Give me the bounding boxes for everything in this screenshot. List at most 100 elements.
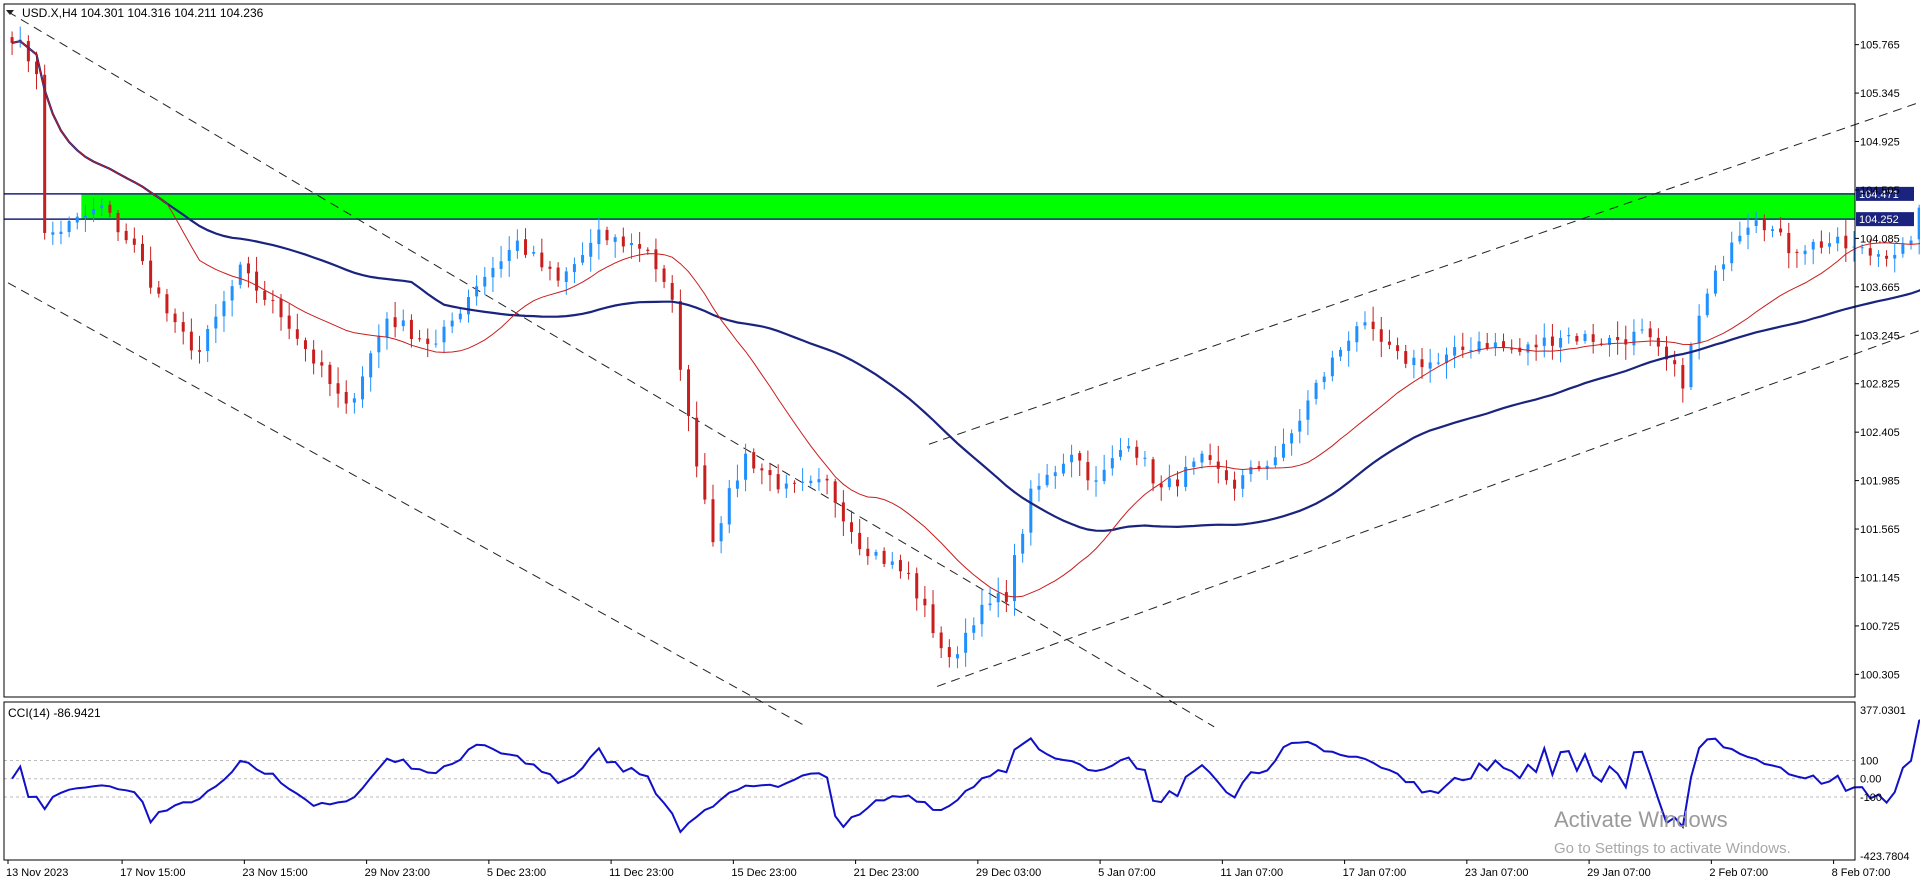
- candle: [1477, 331, 1481, 355]
- ma-fast-line[interactable]: [11, 40, 1920, 598]
- candle: [931, 590, 935, 638]
- y-tick-label: 104.925: [1860, 137, 1900, 149]
- candle: [1510, 339, 1514, 354]
- candle: [140, 235, 144, 265]
- candle: [1306, 390, 1310, 436]
- candle: [458, 307, 462, 323]
- candle: [825, 474, 829, 495]
- candle: [1836, 227, 1840, 252]
- candle: [1061, 453, 1065, 477]
- y-tick-label: 102.405: [1860, 427, 1900, 439]
- y-tick-label: 100.725: [1860, 621, 1900, 633]
- candle: [988, 588, 992, 611]
- candle: [1518, 338, 1522, 356]
- candle: [67, 216, 71, 238]
- candle: [1094, 466, 1098, 497]
- candle: [328, 361, 332, 397]
- resistance-zone[interactable]: [81, 193, 1856, 220]
- candle: [499, 245, 503, 278]
- candle: [100, 198, 104, 217]
- trend-line-3[interactable]: [928, 0, 1920, 445]
- candle: [923, 586, 927, 618]
- candle: [695, 401, 699, 478]
- candle: [1485, 332, 1489, 351]
- candle: [678, 289, 682, 381]
- candle: [1143, 451, 1147, 467]
- candle: [1110, 445, 1114, 476]
- candle: [890, 552, 894, 569]
- candle: [1583, 330, 1587, 344]
- candle: [1070, 444, 1074, 478]
- candle: [466, 289, 470, 323]
- candle: [43, 64, 47, 240]
- candle: [638, 231, 642, 262]
- candle: [1290, 429, 1294, 456]
- candle: [907, 561, 911, 580]
- price-level-tag-0: [1856, 186, 1914, 201]
- candle: [752, 448, 756, 474]
- candle: [1404, 344, 1408, 369]
- candle: [581, 242, 585, 266]
- candle: [1420, 348, 1424, 379]
- price-level-tag-1: [1856, 212, 1914, 227]
- candle: [850, 510, 854, 544]
- candle: [393, 301, 397, 338]
- candle: [572, 257, 576, 284]
- cci-tick-label: -423.7804: [1860, 851, 1910, 863]
- candle: [1453, 335, 1457, 369]
- candle: [1159, 475, 1163, 501]
- candle: [1811, 239, 1815, 265]
- candle: [858, 518, 862, 556]
- candle: [214, 304, 218, 344]
- candle: [1779, 217, 1783, 236]
- candle: [939, 626, 943, 659]
- candle: [1241, 468, 1245, 498]
- cci-line[interactable]: [11, 716, 1920, 834]
- cci-pane[interactable]: [4, 716, 1920, 834]
- candle: [26, 35, 30, 73]
- candle: [629, 233, 633, 259]
- candle: [1550, 323, 1554, 360]
- candle: [1526, 341, 1530, 366]
- candle: [1795, 249, 1799, 268]
- candle: [1118, 438, 1122, 461]
- candle: [915, 567, 919, 611]
- candle: [1428, 348, 1432, 383]
- candle: [1314, 379, 1318, 405]
- candle: [1819, 230, 1823, 254]
- candle: [189, 318, 193, 360]
- candle: [1347, 331, 1351, 367]
- cci-tick-label: 377.0301: [1860, 705, 1906, 717]
- ma-slow-line[interactable]: [11, 40, 1920, 532]
- x-tick-label: 2 Feb 07:00: [1709, 867, 1768, 879]
- candle: [1021, 529, 1025, 563]
- candle: [955, 646, 959, 669]
- triangle-down-icon[interactable]: [6, 10, 14, 15]
- candle: [312, 340, 316, 375]
- y-tick-label: 105.765: [1860, 40, 1900, 52]
- candle: [295, 313, 299, 346]
- trend-line-2[interactable]: [936, 170, 1920, 687]
- x-tick-label: 8 Feb 07:00: [1832, 867, 1891, 879]
- candle: [776, 464, 780, 494]
- candle: [556, 262, 560, 287]
- trend-line-0[interactable]: [7, 11, 1215, 728]
- candle: [996, 577, 1000, 618]
- candle: [1762, 214, 1766, 242]
- candle: [703, 453, 707, 505]
- price-pane[interactable]: [4, 0, 1920, 728]
- candle: [1339, 347, 1343, 361]
- candle: [1387, 329, 1391, 350]
- candle: [744, 443, 748, 492]
- price-pane-frame: [3, 3, 1856, 698]
- trend-line-1[interactable]: [7, 282, 807, 728]
- y-tick-label: 100.305: [1860, 669, 1900, 681]
- x-tick-label: 29 Dec 03:00: [976, 867, 1041, 879]
- candle: [491, 256, 495, 293]
- cci-label: CCI(14) -86.9421: [8, 706, 101, 720]
- candle: [401, 309, 405, 332]
- candle: [1192, 457, 1196, 475]
- candle: [418, 329, 422, 342]
